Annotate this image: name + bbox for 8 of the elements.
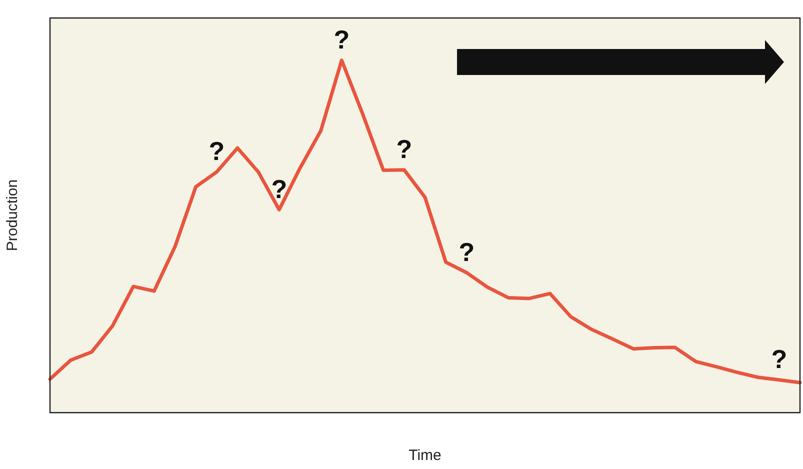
y-axis-title: Production	[4, 179, 22, 252]
annotation: ?	[771, 344, 788, 374]
x-axis-title: Time	[408, 447, 442, 464]
annotation: ?	[271, 174, 288, 204]
annotation: ?	[396, 134, 412, 164]
annotation: ?	[208, 136, 225, 166]
annotation: ?	[334, 24, 350, 54]
annotation: ?	[458, 236, 475, 267]
